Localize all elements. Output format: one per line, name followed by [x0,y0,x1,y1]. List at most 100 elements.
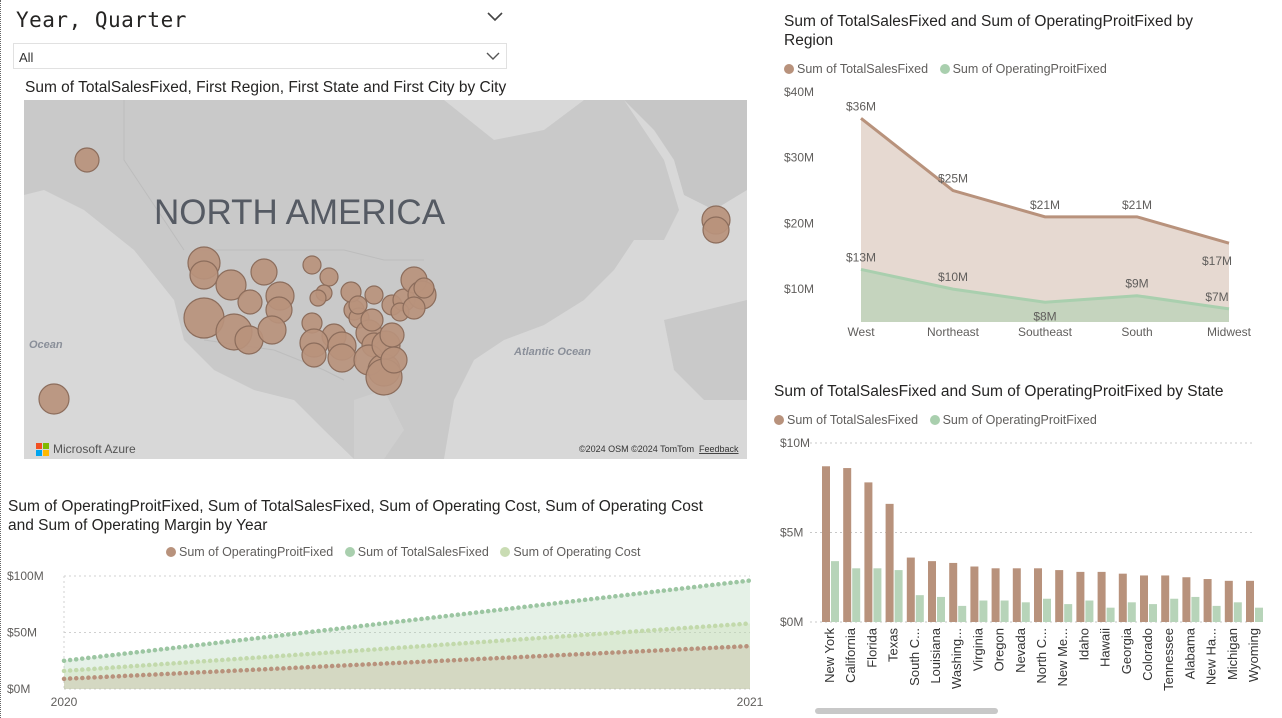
year-chart-title: Sum of OperatingProitFixed, Sum of Total… [8,497,703,535]
profit-line[interactable] [860,267,1230,311]
sales-bar[interactable] [1055,570,1064,622]
cost-line[interactable] [61,621,753,674]
sales-bar[interactable] [885,503,894,622]
sales-bar[interactable] [1161,575,1170,622]
city-bubble[interactable] [301,342,327,368]
profit-bar[interactable] [1212,605,1221,622]
legend-item-profit[interactable]: Sum of OperatingProitFixed [166,545,333,559]
ocean-label-left: Ocean [29,339,63,351]
sales-bar[interactable] [1140,575,1148,622]
sales-bar[interactable] [864,482,873,622]
profit-bar[interactable] [1191,596,1200,622]
profit-bar[interactable] [831,561,839,622]
region-area-chart[interactable]: $10M $20M $30M $40M $36M $25M $21M $21M $17M $13M… [770,80,1270,345]
sales-bar[interactable] [1246,580,1254,622]
city-bubble[interactable] [379,322,405,348]
profit-bar[interactable] [1000,600,1009,622]
map-visual[interactable]: NORTH AMERICA Ocean Atlantic Ocean Micro… [24,100,747,459]
x-tick-label: Georgia [1119,627,1134,674]
legend-item-profit[interactable]: Sum of OperatingProitFixed [929,413,1097,427]
sales-bar[interactable] [822,466,830,622]
city-bubble[interactable] [319,267,339,287]
profit-bar[interactable] [979,600,988,622]
sales-bar[interactable] [1203,579,1212,622]
profit-bar[interactable] [1255,607,1263,622]
city-bubble[interactable] [402,296,426,320]
profit-bar[interactable] [1021,602,1030,622]
city-bubble[interactable] [237,289,263,315]
year-chart-title-line2: and Sum of Operating Margin by Year [8,517,268,534]
profit-area[interactable] [861,269,1229,322]
x-tick-label: South [1121,325,1152,339]
city-bubble[interactable] [309,289,327,307]
sales-bar[interactable] [1012,568,1021,622]
sales-bar[interactable] [1034,568,1042,622]
city-bubble[interactable] [250,258,278,286]
sales-bar[interactable] [1182,577,1191,622]
sales-data-label: $25M [938,172,968,186]
sales-bar[interactable] [1097,571,1106,622]
horizontal-scrollbar[interactable] [815,708,998,714]
chevron-down-icon[interactable] [486,10,504,24]
profit-bar[interactable] [1233,602,1242,622]
profit-area[interactable] [64,646,750,689]
sales-data-label: $21M [1030,198,1060,212]
city-bubble[interactable] [327,343,357,373]
y-tick-label: $100M [7,569,44,583]
sales-bar[interactable] [843,468,852,622]
profit-bar[interactable] [937,596,945,622]
city-bubble[interactable] [702,216,730,244]
sales-bar[interactable] [906,557,915,622]
city-bubble[interactable] [38,383,70,415]
city-bubble[interactable] [360,308,384,332]
sales-bar[interactable] [949,562,958,622]
legend-item-cost[interactable]: Sum of Operating Cost [500,545,640,559]
sales-bar[interactable] [1118,573,1127,622]
profit-bar[interactable] [873,568,882,622]
city-bubble[interactable] [302,255,322,275]
x-tick-label: Alabama [1182,627,1197,679]
city-bubble[interactable] [348,295,368,315]
profit-bar[interactable] [1085,600,1094,622]
city-bubble[interactable] [257,315,287,345]
city-bubble[interactable] [364,285,384,305]
sales-bar[interactable] [1076,571,1085,622]
slicer-dropdown[interactable]: All [13,43,507,69]
profit-bar[interactable] [1127,602,1136,622]
sales-bar[interactable] [928,561,936,622]
map-feedback-link[interactable]: Feedback [699,444,739,454]
profit-bar[interactable] [1043,598,1051,622]
city-bubble[interactable] [380,346,408,374]
city-bubble[interactable] [74,147,100,173]
sales-area[interactable] [64,580,750,689]
legend-dot-icon [500,547,511,557]
profit-line[interactable] [61,643,753,682]
legend-dot-icon [939,64,950,74]
legend-item-profit[interactable]: Sum of OperatingProitFixed [939,62,1107,76]
sales-bar[interactable] [970,566,979,622]
profit-bar[interactable] [1170,598,1179,622]
profit-bar[interactable] [958,605,967,622]
year-area-chart[interactable]: $0M $50M $100M 2020 2021 [0,562,770,712]
legend-item-sales[interactable]: Sum of TotalSalesFixed [784,62,928,76]
sales-line[interactable] [860,117,1230,245]
state-bar-chart[interactable]: $0M $5M $10M New York California Florida Texas… [770,430,1270,708]
sales-bar[interactable] [1224,580,1233,622]
legend-item-sales[interactable]: Sum of TotalSalesFixed [774,413,918,427]
city-bubbles[interactable] [38,147,731,415]
profit-bar[interactable] [915,595,924,622]
city-bubble[interactable] [189,260,219,290]
profit-bar[interactable] [1106,607,1115,622]
map-canvas[interactable]: NORTH AMERICA Ocean Atlantic Ocean Micro… [24,100,747,459]
x-tick-label: Hawaii [1098,628,1113,667]
legend-item-sales[interactable]: Sum of TotalSalesFixed [344,545,489,559]
sales-line[interactable] [61,578,753,663]
city-bubble[interactable] [215,269,247,301]
sales-bar[interactable] [991,568,1000,622]
profit-bar[interactable] [894,570,903,622]
city-bubble[interactable] [413,277,435,299]
sales-area[interactable] [861,118,1229,323]
profit-bar[interactable] [1149,604,1157,622]
profit-bar[interactable] [852,568,861,622]
profit-bar[interactable] [1064,604,1073,622]
